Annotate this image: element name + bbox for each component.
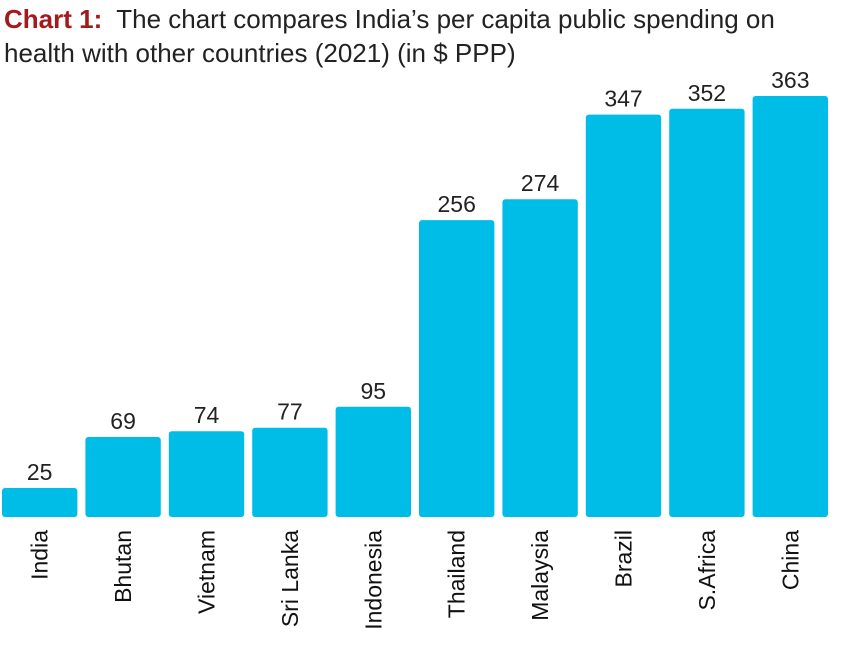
category-label: Bhutan	[110, 530, 136, 603]
bar-thailand	[419, 220, 495, 517]
value-label: 77	[277, 399, 303, 425]
value-label: 352	[688, 80, 726, 106]
value-label: 69	[110, 408, 136, 434]
bar-malaysia	[502, 199, 578, 517]
value-label: 256	[438, 191, 476, 217]
value-label: 363	[771, 67, 809, 93]
category-label: Vietnam	[194, 530, 220, 614]
value-labels-group: 25 69 74 77 95 256 274 347 352 363	[27, 67, 810, 485]
bar-vietnam	[168, 431, 245, 517]
bar-sri-lanka	[252, 427, 328, 517]
chart-title: Chart 1: The chart compares India’s per …	[4, 2, 842, 70]
category-label: Sri Lanka	[277, 530, 303, 627]
category-label: Malaysia	[527, 530, 553, 621]
category-label: Thailand	[444, 530, 470, 618]
value-label: 95	[361, 378, 387, 404]
value-label: 347	[604, 86, 642, 112]
bars-group	[2, 96, 828, 518]
bar-brazil	[585, 114, 662, 517]
bar-indonesia	[335, 406, 411, 517]
chart-title-text: The chart compares India’s per capita pu…	[4, 4, 775, 68]
value-label: 25	[27, 459, 53, 485]
category-label: S.Africa	[694, 530, 720, 611]
category-label: Brazil	[611, 530, 637, 588]
category-label: China	[777, 530, 803, 590]
chart-title-label: Chart 1:	[4, 4, 103, 34]
bar-s-africa	[669, 108, 745, 518]
value-label: 74	[194, 402, 220, 428]
category-label: Indonesia	[360, 530, 386, 630]
bar-bhutan	[85, 437, 161, 517]
value-label: 274	[521, 170, 560, 196]
category-label: India	[27, 530, 53, 580]
bar-china	[752, 96, 828, 517]
bar-india	[2, 488, 78, 517]
category-labels-group: India Bhutan Vietnam Sri Lanka Indonesia Thai…	[27, 530, 804, 630]
